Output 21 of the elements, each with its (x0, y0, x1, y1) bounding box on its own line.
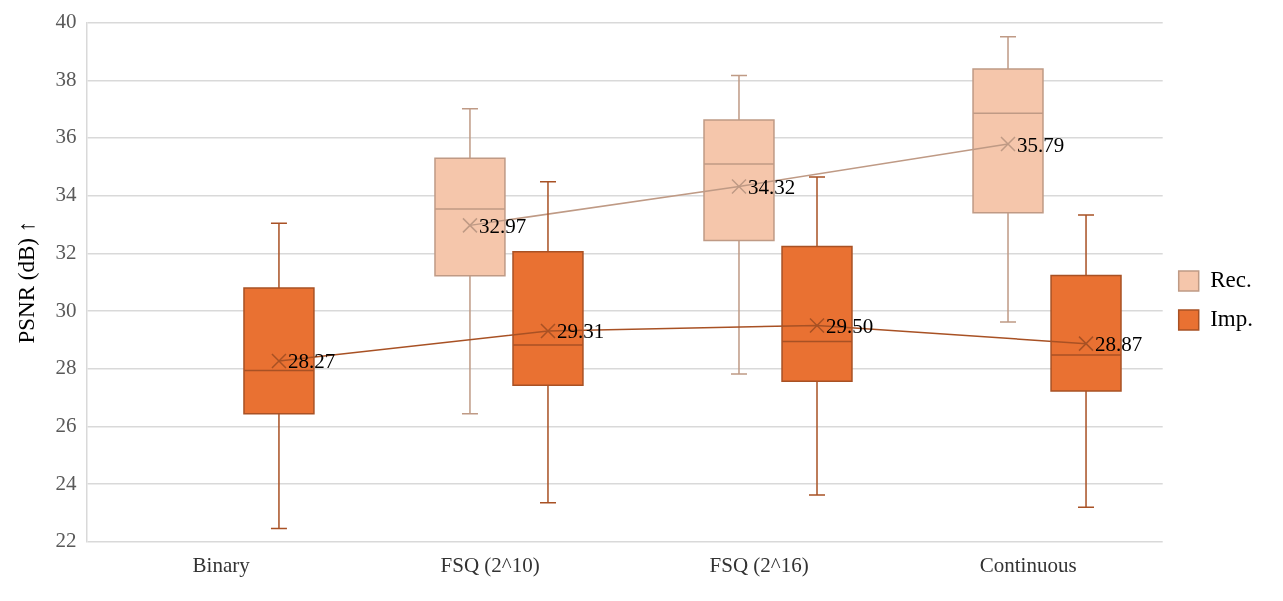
x-tick-label: FSQ (2^10) (440, 552, 540, 577)
x-tick-label: Binary (192, 552, 251, 577)
legend-label: Imp. (1210, 306, 1254, 332)
y-tick-label: 32 (55, 239, 77, 264)
y-tick-label: 24 (55, 470, 78, 495)
x-tick-label: Continuous (979, 552, 1077, 577)
y-tick-label: 36 (55, 124, 77, 149)
x-tick-label: FSQ (2^16) (709, 552, 809, 577)
y-axis-title: PSNR (dB) ↑ (13, 220, 39, 344)
legend-label: Rec. (1210, 267, 1252, 293)
y-tick-label: 30 (55, 297, 77, 322)
y-tick-label: 34 (55, 182, 78, 207)
y-tick-label: 22 (55, 528, 77, 553)
y-tick-label: 28 (55, 355, 77, 380)
text: 35.79 (1017, 132, 1065, 157)
y-tick-label: 40 (55, 9, 77, 34)
y-tick-label: 26 (55, 412, 77, 437)
text: 29.31 (556, 319, 605, 344)
y-tick-label: 38 (55, 66, 77, 91)
text: 34.32 (747, 174, 796, 199)
text: 32.97 (478, 213, 527, 238)
